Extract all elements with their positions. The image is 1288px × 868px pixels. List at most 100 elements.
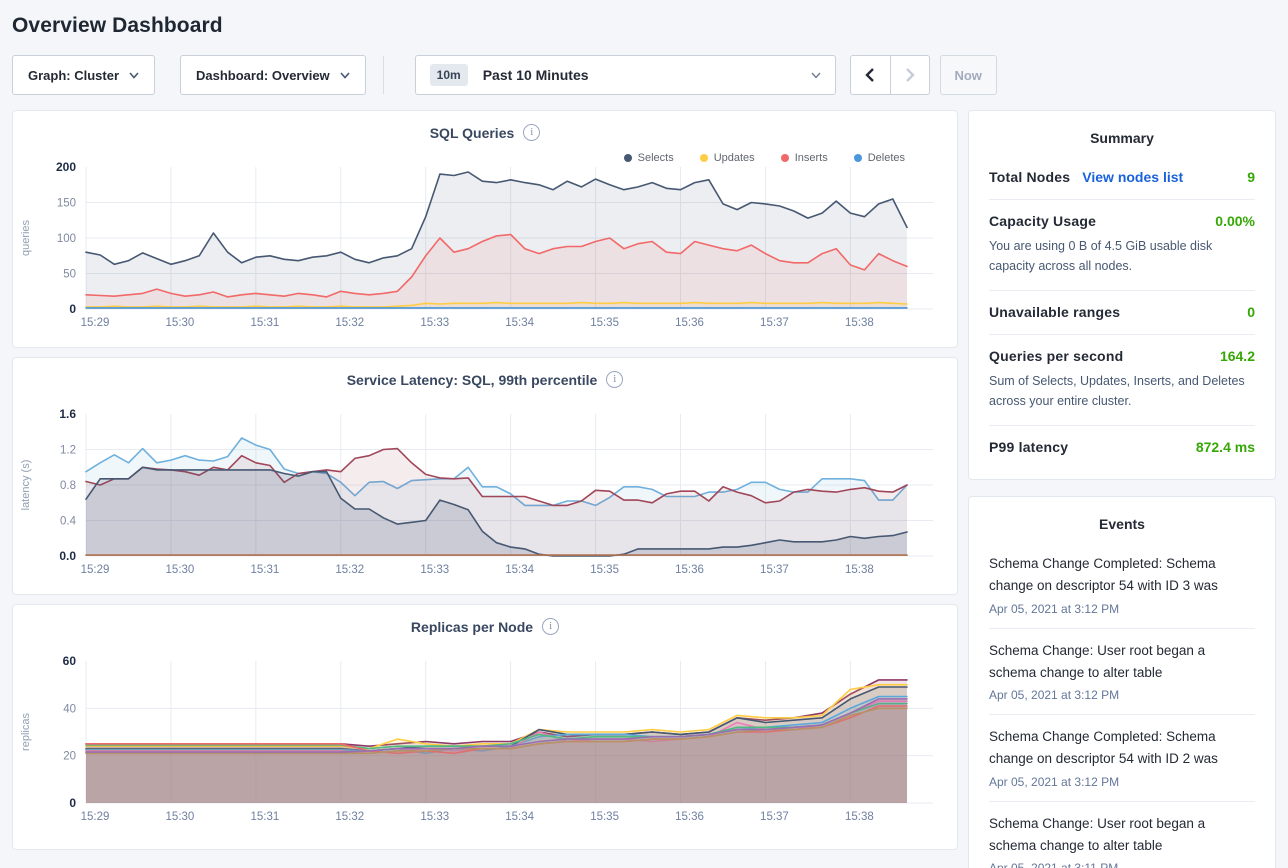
events-panel: Events Schema Change Completed: Schema c… [968, 496, 1276, 868]
legend-label: Deletes [867, 152, 905, 164]
svg-text:queries: queries [20, 219, 32, 256]
svg-text:150: 150 [57, 198, 76, 210]
svg-text:15:37: 15:37 [760, 811, 789, 823]
dashboard-dropdown-label: Dashboard: Overview [196, 67, 330, 83]
legend-dot [623, 154, 632, 162]
event-timestamp: Apr 05, 2021 at 3:12 PM [989, 688, 1120, 703]
p99-latency-label: P99 latency [989, 439, 1069, 455]
time-step-buttons [849, 55, 930, 95]
charts-column: SQL Queries i Selects Updates Inserts [12, 110, 958, 850]
event-item: Schema Change Completed: Schema change o… [989, 715, 1255, 802]
svg-text:15:32: 15:32 [335, 564, 364, 576]
svg-text:15:29: 15:29 [81, 811, 110, 823]
svg-text:15:33: 15:33 [420, 317, 449, 329]
svg-text:15:37: 15:37 [760, 564, 789, 576]
svg-text:15:33: 15:33 [420, 564, 449, 576]
next-range-button[interactable] [889, 56, 929, 94]
legend-dot [699, 154, 708, 162]
svg-text:15:32: 15:32 [335, 317, 364, 329]
now-button[interactable]: Now [939, 55, 997, 95]
time-range-picker[interactable]: 10m Past 10 Minutes [414, 55, 836, 95]
replicas-per-node-plot: 0 20 40 60 15:29 15:30 15:31 15:32 15:33 15:34 15:… [13, 651, 957, 831]
event-message: Schema Change Completed: Schema change o… [989, 556, 1218, 594]
sidebar-column: Summary Total Nodes View nodes list 9 Ca… [968, 110, 1276, 868]
svg-text:15:38: 15:38 [845, 811, 874, 823]
legend-item-inserts[interactable]: Inserts [780, 152, 828, 164]
svg-text:40: 40 [63, 703, 76, 715]
dashboard-dropdown[interactable]: Dashboard: Overview [180, 55, 366, 95]
svg-text:15:35: 15:35 [590, 811, 619, 823]
info-icon[interactable]: i [542, 618, 560, 635]
prev-range-button[interactable] [851, 56, 890, 94]
sql-queries-plot: 0 50 100 150 200 15:29 15:30 15:31 15:32 15:33 15:… [13, 157, 957, 337]
summary-panel: Summary Total Nodes View nodes list 9 Ca… [968, 110, 1276, 480]
event-item: Schema Change: User root began a schema … [989, 629, 1255, 716]
svg-text:0.8: 0.8 [60, 480, 76, 492]
legend-label: Inserts [794, 152, 828, 164]
svg-text:15:36: 15:36 [675, 811, 704, 823]
legend-label: Selects [637, 152, 674, 164]
time-range-badge: 10m [429, 64, 468, 86]
svg-text:100: 100 [57, 233, 76, 245]
summary-row-p99: P99 latency 872.4 ms [989, 426, 1255, 469]
total-nodes-value: 9 [1247, 169, 1255, 185]
event-timestamp: Apr 05, 2021 at 3:11 PM [989, 861, 1255, 868]
svg-text:15:34: 15:34 [505, 811, 534, 823]
info-icon[interactable]: i [606, 371, 624, 388]
event-timestamp: Apr 05, 2021 at 3:12 PM [989, 601, 1120, 616]
event-message: Schema Change: User root began a schema … [989, 642, 1206, 680]
svg-text:latency (s): latency (s) [20, 460, 32, 511]
p99-latency-value: 872.4 ms [1195, 439, 1255, 455]
info-icon[interactable]: i [523, 124, 541, 141]
svg-text:15:38: 15:38 [845, 317, 874, 329]
legend-item-updates[interactable]: Updates [699, 152, 755, 164]
svg-text:15:30: 15:30 [166, 564, 195, 576]
legend-dot [853, 154, 862, 162]
chart-title: Replicas per Node [410, 619, 534, 635]
summary-row-qps: Queries per second 164.2 Sum of Selects,… [989, 335, 1255, 426]
qps-desc: Sum of Selects, Updates, Inserts, and De… [989, 374, 1245, 408]
legend-dot [780, 154, 789, 162]
capacity-desc: You are using 0 B of 4.5 GiB usable disk… [989, 239, 1213, 273]
svg-text:50: 50 [63, 269, 76, 281]
svg-text:0.4: 0.4 [60, 516, 77, 528]
event-item: Schema Change Completed: Schema change o… [989, 542, 1255, 629]
svg-text:15:36: 15:36 [675, 317, 704, 329]
svg-text:200: 200 [56, 160, 76, 174]
sql-queries-chart-header: SQL Queries i Selects Updates Inserts [13, 111, 957, 164]
legend-item-deletes[interactable]: Deletes [853, 152, 905, 164]
unavailable-ranges-value: 0 [1247, 304, 1255, 320]
service-latency-chart-card: Service Latency: SQL, 99th percentile i … [12, 357, 958, 595]
graph-dropdown[interactable]: Graph: Cluster [12, 55, 156, 95]
service-latency-plot: 0.0 0.4 0.8 1.2 1.6 15:29 15:30 15:31 15:32 15:33… [13, 404, 957, 584]
svg-text:0: 0 [69, 302, 76, 316]
summary-heading: Summary [1090, 130, 1154, 146]
capacity-label: Capacity Usage [989, 213, 1097, 229]
chevron-right-icon [905, 68, 915, 82]
summary-row-capacity: Capacity Usage 0.00% You are using 0 B o… [989, 200, 1255, 291]
unavailable-ranges-label: Unavailable ranges [989, 304, 1121, 320]
replicas-per-node-chart-card: Replicas per Node i 0 20 40 60 15:29 15:30 15:… [12, 604, 958, 850]
svg-text:1.6: 1.6 [59, 407, 76, 421]
legend-item-selects[interactable]: Selects [623, 152, 674, 164]
event-item: Schema Change: User root began a schema … [989, 802, 1255, 868]
view-nodes-list-link[interactable]: View nodes list [1082, 169, 1184, 185]
svg-text:15:37: 15:37 [760, 317, 789, 329]
chevron-down-icon [340, 71, 350, 79]
toolbar-divider [382, 56, 384, 94]
summary-row-unavailable: Unavailable ranges 0 [989, 291, 1255, 335]
chart-title: SQL Queries [429, 125, 515, 141]
svg-text:0: 0 [69, 796, 76, 810]
chevron-down-icon [129, 71, 139, 79]
page-title: Overview Dashboard [12, 14, 223, 37]
svg-text:15:30: 15:30 [166, 811, 195, 823]
svg-text:15:29: 15:29 [81, 317, 110, 329]
legend-label: Updates [713, 152, 755, 164]
event-message: Schema Change Completed: Schema change o… [989, 729, 1218, 767]
svg-text:replicas: replicas [20, 713, 32, 751]
service-latency-chart-header: Service Latency: SQL, 99th percentile i [13, 358, 957, 404]
replicas-chart-header: Replicas per Node i [13, 605, 957, 651]
dashboard-body: SQL Queries i Selects Updates Inserts [0, 110, 1288, 868]
total-nodes-label: Total Nodes [989, 169, 1071, 185]
toolbar: Graph: Cluster Dashboard: Overview 10m P… [0, 55, 1288, 95]
